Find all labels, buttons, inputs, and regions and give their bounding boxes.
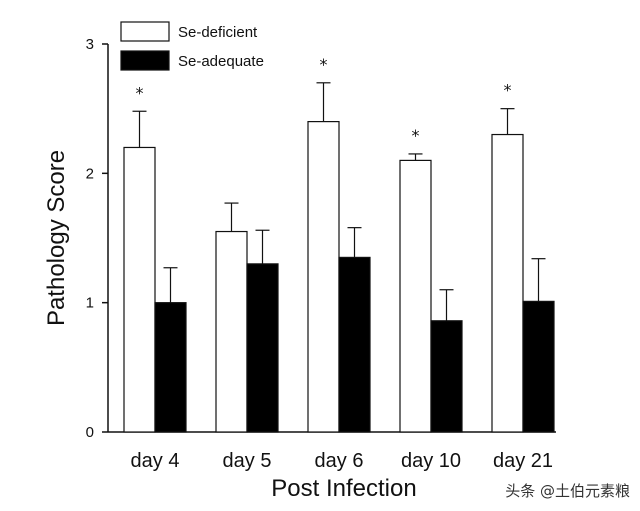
y-tick-label: 2 [86, 165, 94, 182]
x-axis-title: Post Infection [271, 475, 416, 502]
bar-se-deficient [215, 230, 248, 433]
bar-se-adequate [430, 320, 463, 433]
x-tick-label: day 4 [131, 450, 180, 472]
bar-se-deficient [491, 133, 524, 433]
legend-label-se-adequate: Se-adequate [178, 53, 264, 70]
legend-swatch-se-deficient [120, 21, 170, 42]
y-tick-label: 1 [86, 295, 94, 312]
legend-swatch-se-adequate [120, 50, 170, 71]
x-tick-label: day 6 [315, 450, 364, 472]
significance-marker: * [412, 126, 420, 145]
bar-se-adequate [338, 256, 371, 433]
bar-se-adequate [154, 302, 187, 433]
legend: Se-deficient Se-adequate [120, 21, 264, 71]
significance-marker: * [504, 81, 512, 100]
x-tick-label: day 10 [401, 450, 461, 472]
bar-se-adequate [522, 300, 555, 433]
x-tick-label: day 21 [493, 450, 553, 472]
bars: * * * * [123, 55, 555, 433]
x-tick-label: day 5 [223, 450, 272, 472]
watermark-text: 头条 @土伯元素粮 [505, 482, 630, 500]
bar-se-deficient [307, 120, 340, 433]
y-tick-label: 0 [86, 424, 94, 441]
x-tick-labels: day 4 day 5 day 6 day 10 day 21 [131, 450, 554, 472]
y-axis-title: Pathology Score [43, 150, 70, 326]
significance-marker: * [320, 55, 328, 74]
y-tick-label: 3 [86, 36, 94, 53]
significance-marker: * [136, 83, 144, 102]
bar-se-deficient [399, 159, 432, 433]
y-ticks: 0 1 2 3 [86, 36, 108, 441]
bar-se-deficient [123, 146, 156, 433]
bar-se-adequate [246, 263, 279, 433]
legend-label-se-deficient: Se-deficient [178, 24, 258, 41]
